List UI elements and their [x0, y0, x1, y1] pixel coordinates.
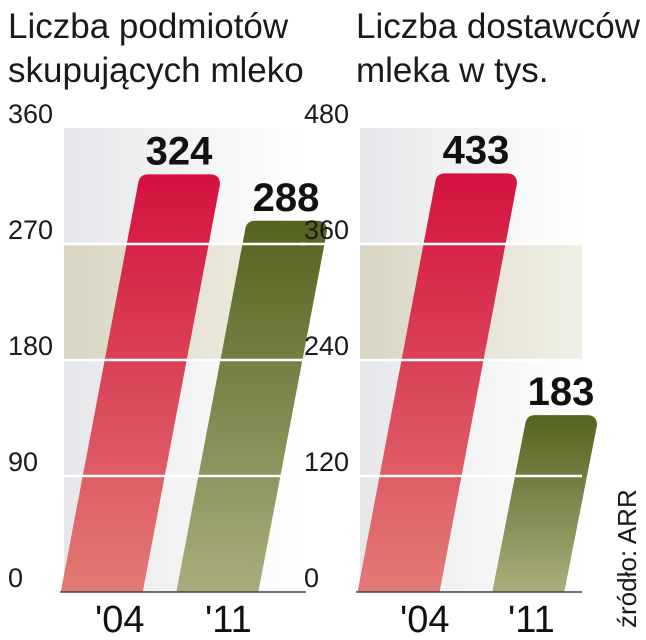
bar-04: [357, 173, 517, 592]
chart-title-line: Liczba dostawców: [356, 7, 641, 46]
bar-value-label: 324: [146, 129, 213, 173]
y-tick-label: 180: [8, 331, 53, 361]
bar-value-label: 433: [443, 128, 510, 172]
bar-value-label: 183: [528, 370, 595, 414]
y-tick-label: 120: [304, 447, 349, 477]
y-tick-label: 240: [304, 331, 349, 361]
source-label: źródło: ARR: [612, 489, 642, 628]
x-category-label: '04: [95, 599, 145, 640]
y-tick-label: 360: [8, 99, 53, 129]
bar-11: [492, 415, 597, 592]
y-tick-label: 270: [8, 215, 53, 245]
y-tick-label: 90: [8, 447, 38, 477]
bar-11: [176, 220, 327, 593]
y-tick-label: 0: [304, 563, 319, 593]
y-tick-label: 360: [304, 215, 349, 245]
bar-04: [60, 174, 220, 592]
chart-title-line: skupujących mleko: [8, 51, 304, 90]
chart-title-line: Liczba podmiotów: [8, 7, 289, 46]
x-category-label: '11: [508, 599, 555, 640]
x-category-label: '11: [205, 599, 252, 640]
chart-2: Liczba dostawców mleka w tys. 433 183 0 120 24…: [300, 7, 641, 640]
y-tick-label: 0: [8, 563, 23, 593]
chart-1: Liczba podmiotów skupujących mleko 324 288 0…: [2, 7, 327, 640]
chart-title-line: mleka w tys.: [356, 51, 549, 90]
y-tick-label: 480: [304, 99, 349, 129]
x-category-label: '04: [400, 599, 450, 640]
bar-value-label: 288: [253, 176, 320, 220]
